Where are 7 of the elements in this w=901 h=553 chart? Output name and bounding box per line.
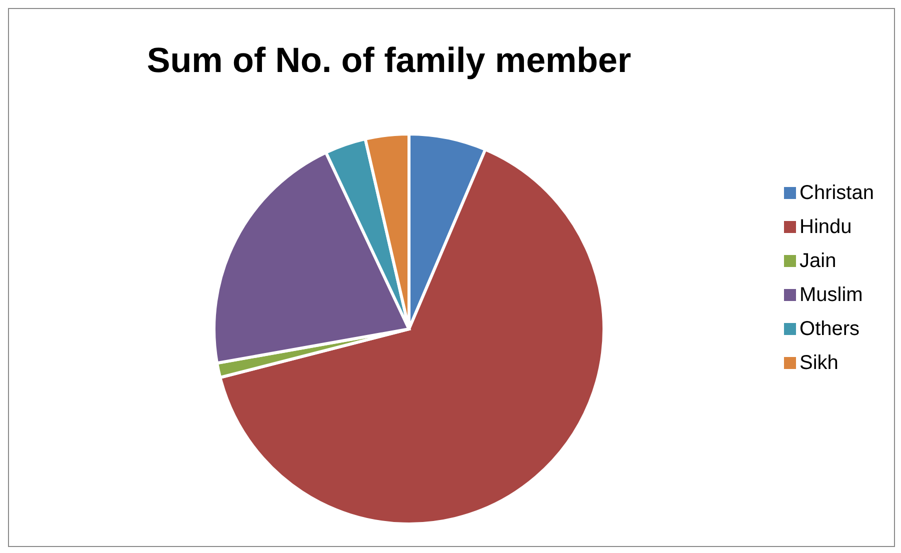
legend-label: Sikh: [800, 352, 838, 374]
chart-title: Sum of No. of family member: [146, 41, 632, 81]
legend-label: Others: [800, 318, 860, 340]
legend-label: Christan: [800, 182, 874, 204]
legend-label: Hindu: [800, 216, 852, 238]
legend-label: Muslim: [800, 284, 863, 306]
legend-label: Jain: [800, 250, 836, 272]
